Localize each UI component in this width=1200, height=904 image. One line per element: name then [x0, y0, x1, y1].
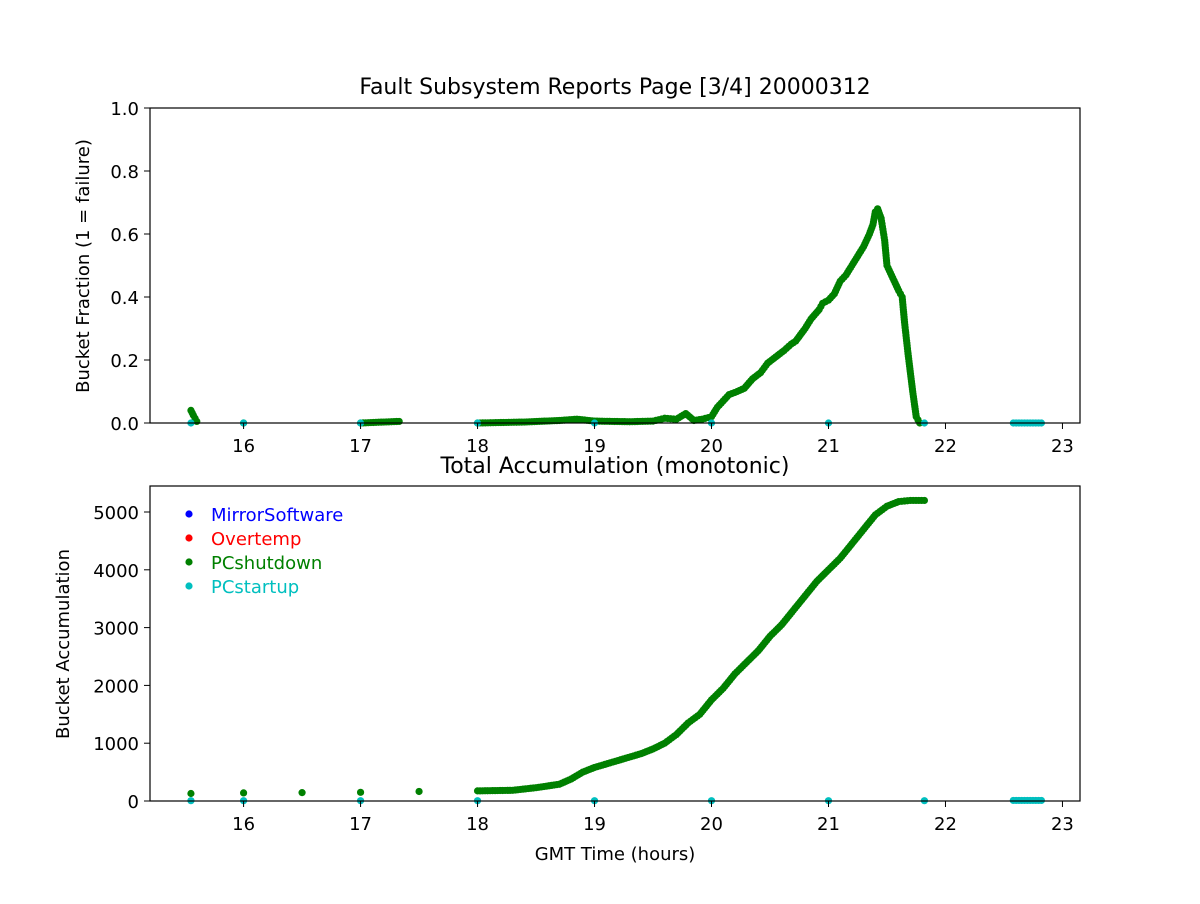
- legend-label-PCstartup: PCstartup: [211, 577, 299, 598]
- accumulation-PCshutdown-point: [239, 789, 248, 797]
- accumulation-x-tick-label: 22: [934, 814, 957, 835]
- fraction-y-tick-label: 1.0: [110, 99, 139, 120]
- fraction-PCshutdown-point: [395, 417, 403, 426]
- fraction-y-label: Bucket Fraction (1 = failure): [73, 139, 94, 393]
- accumulation-series-PCshutdown: [187, 496, 929, 798]
- fraction-x-tick-label: 20: [700, 436, 723, 457]
- accumulation-y-axis: 0 1000 2000 3000 4000 5000: [93, 503, 150, 813]
- accumulation-y-tick-label: 3000: [93, 619, 139, 640]
- accumulation-PCshutdown-point: [187, 789, 195, 798]
- accumulation-y-tick-label: 0: [128, 792, 139, 813]
- x-axis-label: GMT Time (hours): [535, 844, 696, 865]
- fraction-x-tick-label: 21: [817, 436, 840, 457]
- fraction-x-tick-label: 18: [466, 436, 489, 457]
- accumulation-y-tick-label: 1000: [93, 734, 139, 755]
- legend-marker-MirrorSoftware: [185, 510, 193, 518]
- legend-marker-PCshutdown: [185, 558, 193, 566]
- accumulation-title: Total Accumulation (monotonic): [440, 454, 790, 479]
- fraction-plot-frame: [149, 107, 1081, 424]
- fraction-x-tick-label: 23: [1051, 436, 1074, 457]
- fraction-x-tick-label: 19: [583, 436, 606, 457]
- figure-title: Fault Subsystem Reports Page [3/4] 20000…: [359, 75, 870, 100]
- accumulation-x-tick-label: 23: [1051, 814, 1074, 835]
- accumulation-panel: 16 17 18 19 20 21 22 23 0 1000 2000 3000 4000 5000 T…: [53, 454, 1081, 865]
- accumulation-PCshutdown-point: [298, 789, 306, 797]
- accumulation-x-tick-label: 16: [232, 814, 255, 835]
- legend: MirrorSoftware Overtemp PCshutdown PCstartu…: [185, 505, 343, 598]
- accumulation-y-label: Bucket Accumulation: [53, 549, 74, 739]
- fraction-y-axis: 0.0 0.2 0.4 0.6 0.8 1.0: [110, 99, 150, 435]
- fraction-y-tick-label: 0.0: [110, 414, 139, 435]
- fraction-x-axis: 16 17 18 19 20 21 22 23: [232, 423, 1074, 457]
- fraction-y-tick-label: 0.2: [110, 351, 139, 372]
- legend-label-PCshutdown: PCshutdown: [211, 553, 322, 574]
- legend-label-Overtemp: Overtemp: [211, 529, 301, 550]
- legend-marker-PCstartup: [185, 582, 193, 590]
- fraction-y-tick-label: 0.4: [110, 288, 139, 309]
- accumulation-x-tick-label: 17: [349, 814, 372, 835]
- accumulation-x-tick-label: 19: [583, 814, 606, 835]
- accumulation-y-tick-label: 2000: [93, 676, 139, 697]
- accumulation-x-tick-label: 18: [466, 814, 489, 835]
- fraction-y-tick-label: 0.6: [110, 225, 139, 246]
- legend-label-MirrorSoftware: MirrorSoftware: [211, 505, 343, 526]
- fraction-y-tick-label: 0.8: [110, 162, 139, 183]
- accumulation-x-axis: 16 17 18 19 20 21 22 23: [232, 801, 1074, 835]
- accumulation-y-tick-label: 5000: [93, 503, 139, 524]
- accumulation-plot-marks: [187, 496, 1045, 805]
- accumulation-x-tick-label: 20: [700, 814, 723, 835]
- accumulation-plot-frame: [149, 485, 1081, 802]
- fraction-x-tick-label: 22: [934, 436, 957, 457]
- accumulation-PCshutdown-point: [920, 496, 929, 505]
- fraction-x-tick-label: 17: [349, 436, 372, 457]
- accumulation-x-tick-label: 21: [817, 814, 840, 835]
- fraction-panel: 16 17 18 19 20 21 22 23 0.0 0.2 0.4 0.6 0.8 1.0 Faul…: [73, 75, 1081, 457]
- legend-marker-Overtemp: [185, 534, 193, 542]
- fraction-x-tick-label: 16: [232, 436, 255, 457]
- accumulation-y-tick-label: 4000: [93, 561, 139, 582]
- accumulation-PCshutdown-point: [415, 787, 423, 796]
- accumulation-PCshutdown-point: [356, 788, 365, 796]
